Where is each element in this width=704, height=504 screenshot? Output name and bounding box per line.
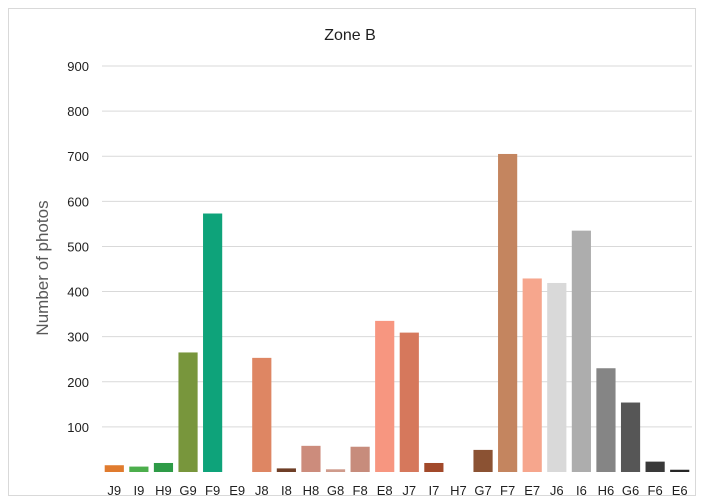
x-tick-label: G7 — [474, 483, 491, 498]
bar-E7 — [522, 278, 542, 472]
y-tick-label: 400 — [67, 285, 89, 300]
bar-I7 — [424, 462, 444, 472]
x-tick-label: J9 — [107, 483, 121, 498]
x-tick-label: J7 — [402, 483, 416, 498]
y-tick-label: 500 — [67, 239, 89, 254]
y-tick-label: 800 — [67, 104, 89, 119]
y-tick-label: 600 — [67, 194, 89, 209]
x-tick-label: F9 — [205, 483, 220, 498]
x-tick-label: J6 — [550, 483, 564, 498]
bar-J7 — [399, 332, 419, 472]
x-tick-label: G9 — [179, 483, 196, 498]
bar-G6 — [620, 402, 641, 472]
x-tick-label: E9 — [229, 483, 245, 498]
x-tick-label: F7 — [500, 483, 515, 498]
bar-G8 — [325, 469, 346, 472]
x-tick-label: F8 — [353, 483, 368, 498]
bar-G7 — [473, 449, 493, 472]
x-tick-label: H6 — [598, 483, 615, 498]
x-tick-label: E8 — [377, 483, 393, 498]
x-tick-label: G6 — [622, 483, 639, 498]
bar-F8 — [350, 446, 370, 472]
x-tick-label: G8 — [327, 483, 344, 498]
x-tick-labels: J9 I9 H9 G9 F9 E9 J8 I8 H8 G8 F8 E8 J7 I7 H7 G7 F7 E7 J6 I6… — [107, 483, 687, 498]
bar-H8 — [301, 445, 321, 472]
y-tick-label: 300 — [67, 330, 89, 345]
y-tick-label: 200 — [67, 375, 89, 390]
x-tick-label: I6 — [576, 483, 587, 498]
bar-H6 — [596, 368, 616, 472]
x-tick-label: H9 — [155, 483, 172, 498]
x-tick-label: F6 — [648, 483, 663, 498]
x-tick-label: E7 — [524, 483, 540, 498]
chart-title: Zone B — [324, 27, 376, 44]
bar-G9 — [178, 352, 198, 472]
bars — [104, 153, 690, 472]
x-tick-label: I7 — [428, 483, 439, 498]
y-axis-label: Number of photos — [33, 200, 52, 335]
bar-J9 — [104, 465, 124, 472]
x-tick-label: E6 — [672, 483, 688, 498]
x-tick-label: J8 — [255, 483, 269, 498]
bar-J6 — [547, 282, 567, 472]
x-tick-label: I8 — [281, 483, 292, 498]
bar-I6 — [571, 230, 591, 472]
bar-F9 — [203, 213, 223, 472]
y-tick-label: 900 — [67, 59, 89, 74]
y-tick-label: 700 — [67, 149, 89, 164]
x-tick-label: H7 — [450, 483, 467, 498]
bar-F6 — [645, 461, 665, 472]
x-tick-label: H8 — [303, 483, 320, 498]
bar-E8 — [375, 320, 395, 472]
bar-J8 — [252, 357, 272, 472]
gridlines — [102, 65, 692, 428]
bar-I8 — [276, 468, 296, 472]
y-tick-labels: 100 200 300 400 500 600 700 800 900 — [67, 59, 89, 435]
bar-H9 — [153, 462, 174, 472]
bar-I9 — [129, 466, 149, 472]
bar-E6 — [670, 469, 690, 472]
x-tick-label: I9 — [133, 483, 144, 498]
bar-F7 — [498, 153, 518, 472]
y-tick-label: 100 — [67, 420, 89, 435]
